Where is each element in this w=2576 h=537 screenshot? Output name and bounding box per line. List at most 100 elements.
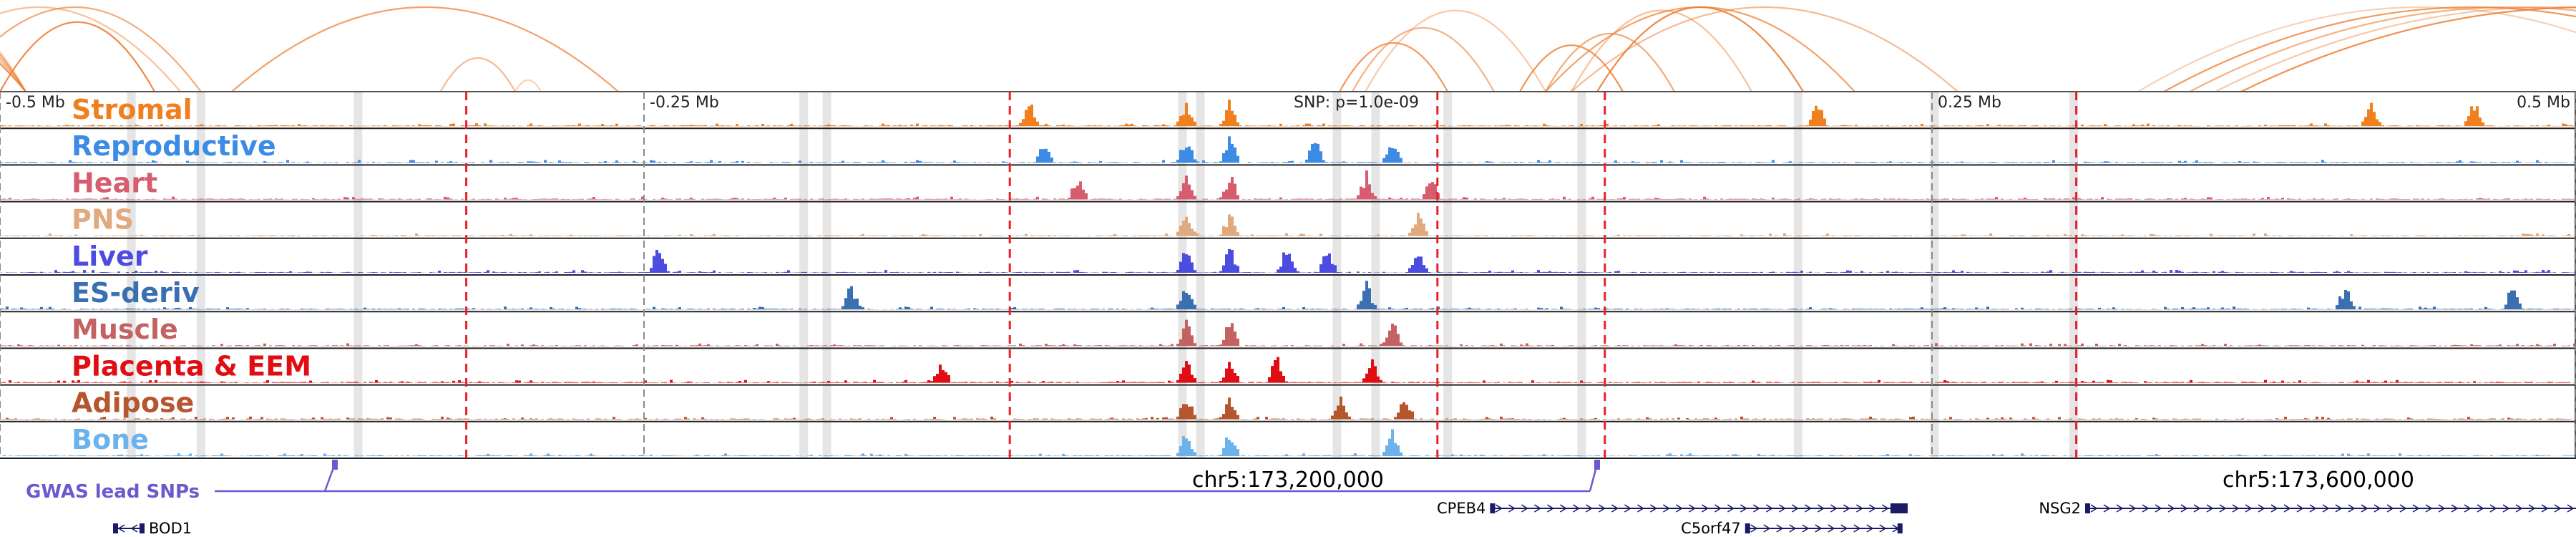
strand-arrow <box>2116 504 2124 513</box>
coordinate-label: chr5:173,600,000 <box>2223 468 2414 493</box>
track-signal-2 <box>0 170 2576 200</box>
gene-label-bod1: BOD1 <box>149 520 192 537</box>
strand-arrow <box>1765 504 1773 513</box>
strand-arrow <box>2386 504 2394 513</box>
gene-exon <box>2085 503 2090 513</box>
interaction-arc <box>2240 6 2576 92</box>
interaction-arc <box>1339 42 1449 92</box>
gene-exon <box>1745 523 1750 533</box>
strand-arrow <box>2245 504 2253 513</box>
strand-arrow <box>2322 504 2330 513</box>
interaction-arc <box>0 21 155 92</box>
strand-arrow <box>1855 504 1863 513</box>
track-signal-3 <box>0 213 2576 236</box>
strand-arrow <box>2373 504 2381 513</box>
track-label-4: Liver <box>72 241 148 272</box>
interaction-arc <box>0 53 26 92</box>
red-dashed-lines <box>465 92 2078 458</box>
tick-label: -0.25 Mb <box>650 94 719 112</box>
strand-arrow <box>2180 504 2188 513</box>
strand-arrow <box>1701 504 1709 513</box>
strand-arrow <box>1776 524 1784 533</box>
strand-arrow <box>2129 504 2137 513</box>
tick-label: -0.5 Mb <box>6 94 65 112</box>
track-signal-7 <box>0 357 2576 383</box>
strand-arrow <box>1881 504 1889 513</box>
strand-arrow <box>2206 504 2214 513</box>
strand-arrow <box>1840 524 1848 533</box>
strand-arrow <box>1804 504 1812 513</box>
strand-arrow <box>2090 504 2098 513</box>
track-label-8: Adipose <box>72 387 194 419</box>
gene-exon <box>113 523 118 533</box>
interaction-arc <box>1519 44 1624 92</box>
gene-exon <box>1490 503 1496 513</box>
interaction-arc <box>2163 6 2576 92</box>
snp-pvalue-label: SNP: p=1.0e-09 <box>1294 94 1419 112</box>
strand-arrow <box>2489 504 2497 513</box>
strand-arrow <box>2515 504 2523 513</box>
gene-track: BOD1 CPEB4 C5orf47 NSG2 <box>113 500 2576 537</box>
strand-arrow <box>1763 524 1771 533</box>
strand-arrow <box>1546 504 1554 513</box>
strand-arrow <box>1714 504 1722 513</box>
track-signal-8 <box>0 396 2576 420</box>
strand-arrow <box>1879 524 1887 533</box>
track-signal-0 <box>0 100 2576 127</box>
gene-exon <box>1890 503 1906 513</box>
track-label-0: Stromal <box>72 94 192 125</box>
strand-arrow <box>2477 504 2484 513</box>
strand-arrow <box>1636 504 1644 513</box>
strand-arrow <box>2541 504 2549 513</box>
strand-arrow <box>2528 504 2536 513</box>
interaction-arc <box>439 57 516 92</box>
strand-arrow <box>2167 504 2175 513</box>
strand-arrow <box>1815 524 1823 533</box>
gene-exon <box>1897 523 1903 533</box>
strand-arrow <box>1830 504 1838 513</box>
track-signal-1 <box>0 136 2576 163</box>
strand-arrow <box>1495 504 1503 513</box>
interaction-arc <box>1545 32 1675 92</box>
strand-arrow <box>1662 504 1670 513</box>
interaction-arc <box>1571 9 1752 92</box>
interaction-arc <box>0 50 26 92</box>
strand-arrow <box>2258 504 2265 513</box>
coordinate-labels: chr5:173,200,000 chr5:173,600,000 <box>1192 468 2414 493</box>
strand-arrow <box>1572 504 1580 513</box>
strand-arrow <box>1727 504 1735 513</box>
strand-arrow <box>2335 504 2343 513</box>
interaction-arc <box>1365 9 1546 92</box>
strand-arrow <box>1866 524 1874 533</box>
gwas-snp-marker <box>332 460 338 470</box>
interaction-arc <box>2215 6 2576 92</box>
gene-label-c5orf47: C5orf47 <box>1681 520 1741 537</box>
gwas-track: GWAS lead SNPs <box>26 460 1600 503</box>
strand-arrow <box>1533 504 1541 513</box>
track-signal-9 <box>0 429 2576 456</box>
tick-label: 0.25 Mb <box>1938 94 2001 112</box>
strand-arrow <box>1598 504 1606 513</box>
strand-arrow <box>2219 504 2227 513</box>
strand-arrow <box>1828 524 1835 533</box>
strand-arrow <box>1778 504 1786 513</box>
strand-arrow <box>2348 504 2356 513</box>
strand-arrow <box>1868 504 1876 513</box>
strand-arrow <box>1740 504 1747 513</box>
strand-arrow <box>1675 504 1683 513</box>
interaction-arc <box>1352 27 1495 92</box>
strand-arrow <box>2502 504 2510 513</box>
tick-label: 0.5 Mb <box>2517 94 2570 112</box>
coordinate-label: chr5:173,200,000 <box>1192 468 1384 493</box>
track-label-3: PNS <box>72 204 134 236</box>
strand-arrow <box>2309 504 2317 513</box>
track-signal-6 <box>0 319 2576 347</box>
strand-arrow <box>2270 504 2278 513</box>
interaction-arc <box>1545 6 1855 92</box>
gene-label-nsg2: NSG2 <box>2039 500 2081 517</box>
interaction-arc <box>0 6 202 92</box>
strand-arrow <box>1624 504 1631 513</box>
strand-arrow <box>1688 504 1696 513</box>
strand-arrow <box>130 524 138 533</box>
signal-tracks <box>0 91 2576 459</box>
